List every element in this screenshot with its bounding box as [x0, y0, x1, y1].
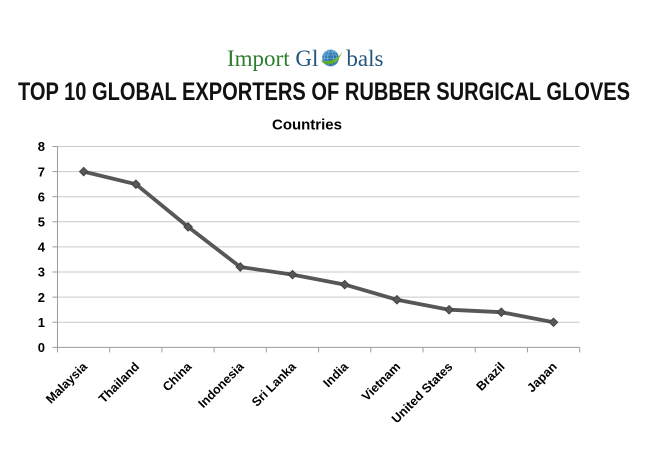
svg-text:Brazil: Brazil [474, 360, 508, 394]
svg-text:Thailand: Thailand [96, 360, 142, 406]
svg-text:3: 3 [38, 265, 45, 280]
svg-text:4: 4 [38, 240, 46, 255]
svg-text:China: China [160, 359, 195, 394]
svg-text:1: 1 [38, 315, 45, 330]
svg-text:Vietnam: Vietnam [359, 360, 403, 404]
svg-text:8: 8 [38, 139, 45, 154]
svg-text:Countries: Countries [272, 117, 342, 134]
svg-text:India: India [320, 359, 351, 390]
svg-text:Malaysia: Malaysia [43, 359, 90, 406]
svg-text:2: 2 [38, 290, 45, 305]
svg-text:Indonesia: Indonesia [195, 359, 247, 411]
svg-text:Japan: Japan [524, 360, 559, 395]
svg-text:Sri Lanka: Sri Lanka [249, 359, 299, 409]
svg-text:5: 5 [38, 215, 45, 230]
svg-text:0: 0 [38, 340, 45, 355]
svg-text:7: 7 [38, 164, 45, 179]
svg-text:6: 6 [38, 189, 45, 204]
